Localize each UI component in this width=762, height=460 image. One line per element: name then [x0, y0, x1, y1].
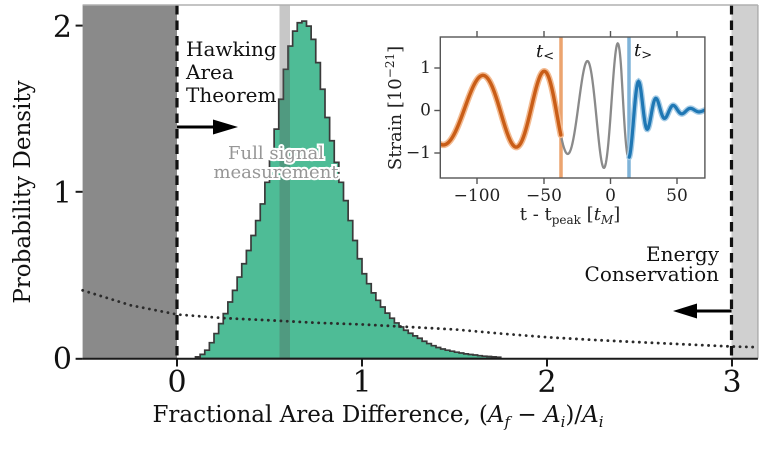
inset-x-label-50: 50	[666, 186, 688, 206]
inset-y-label-m1: −1	[406, 143, 431, 163]
energy-annotation-line1: Energy	[646, 242, 720, 266]
t-greater-label: t>	[634, 40, 652, 63]
tpeak-bracket-open: [	[581, 204, 594, 225]
strain-label-exponent: −21	[383, 53, 397, 78]
strain-label-post: ]	[385, 46, 406, 53]
t-less-base: t	[536, 41, 544, 62]
energy-annotation-line2: Conservation	[585, 262, 720, 286]
t-less-sub: <	[543, 49, 554, 64]
full-signal-measurement-band	[279, 5, 290, 359]
y-tick-label-1: 1	[53, 176, 72, 211]
tpeak-bracket-close: ]	[613, 204, 620, 225]
t-greater-sub: >	[641, 48, 652, 63]
t-less-label: t<	[536, 41, 554, 64]
formula-sub-i: i	[561, 413, 566, 431]
y-tick-label-2: 2	[53, 10, 72, 45]
hawking-annotation-line1: Hawking	[186, 37, 277, 61]
tpeak-tM-sub: M	[600, 213, 614, 227]
excluded-region-right	[731, 5, 758, 359]
full-signal-label-line1: Full signal	[228, 143, 324, 164]
t-greater-base: t	[634, 40, 642, 61]
y-tick-label-0: 0	[53, 342, 72, 377]
formula-sub-f: f	[503, 413, 512, 431]
inset-waveform-group	[440, 42, 705, 170]
energy-arrow-head	[673, 303, 697, 319]
hawking-annotation-line3: Theorem	[186, 83, 276, 107]
inset-x-label-0: 0	[605, 186, 616, 206]
waveform-precut-orange	[440, 69, 563, 149]
formula-area-final: A	[486, 402, 505, 428]
x-tick-label-0: 0	[167, 365, 186, 400]
inset-x-label-m50: −50	[526, 186, 562, 206]
x-axis-label: Fractional Area Difference, (Af − Ai)/Ai	[152, 402, 603, 431]
prior-dotted-line	[81, 288, 760, 349]
inset-border	[439, 36, 706, 179]
inset-x-label-m100: −100	[454, 186, 501, 206]
posterior-histogram	[194, 20, 502, 360]
inset-y-label-1: 1	[420, 58, 431, 78]
hawking-annotation-line2: Area	[185, 60, 234, 84]
formula-area-initial: A	[542, 402, 561, 428]
inset-background	[440, 37, 705, 178]
tpeak-tM-symbol: t	[594, 204, 602, 225]
formula-open-paren: (	[479, 402, 488, 428]
inset-y-axis-label: Strain [10−21]	[383, 46, 406, 170]
formula-area-initial2: A	[580, 402, 599, 428]
formula-minus: −	[510, 402, 544, 428]
tpeak-label-pre: t - t	[520, 204, 553, 225]
full-signal-label-line2: measurement	[213, 162, 339, 183]
inset-y-label-0: 0	[420, 101, 431, 121]
strain-label-pre: Strain [10	[385, 78, 406, 170]
waveform-postcut-blue	[627, 79, 705, 159]
inset-x-axis-label: t - tpeak [tM]	[520, 204, 621, 227]
x-tick-label-1: 1	[352, 365, 371, 400]
hawking-arrow-head	[213, 119, 238, 135]
formula-close-paren: )/	[565, 402, 582, 428]
x-axis-label-text: Fractional Area Difference,	[152, 402, 470, 428]
excluded-region-left	[82, 5, 177, 359]
tpeak-label-sub: peak	[552, 213, 582, 227]
formula-sub-i2: i	[599, 413, 604, 431]
y-axis-label: Probability Density	[10, 80, 36, 303]
x-tick-label-3: 3	[722, 365, 741, 400]
x-tick-label-2: 2	[537, 365, 556, 400]
